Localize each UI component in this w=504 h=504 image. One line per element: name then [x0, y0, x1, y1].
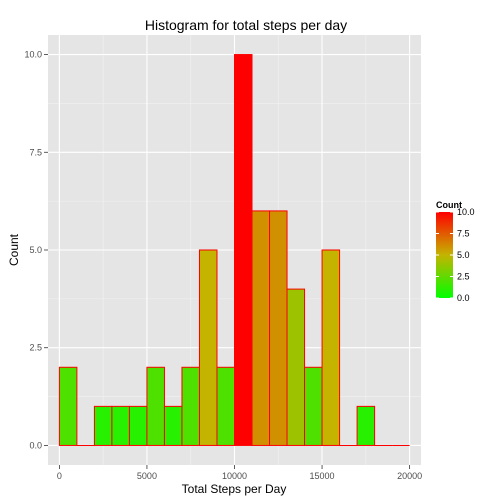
histogram-bar — [181, 366, 200, 446]
legend-colorbar — [436, 212, 453, 298]
x-tick-label: 15000 — [310, 471, 335, 481]
histogram-bar — [128, 405, 148, 446]
legend-label: 2.5 — [457, 272, 470, 282]
x-axis-title: Total Steps per Day — [182, 482, 287, 496]
histogram-bar — [234, 54, 253, 446]
histogram-bar — [146, 366, 165, 446]
x-tick-label: 20000 — [397, 471, 422, 481]
y-tick-label: 7.5 — [29, 147, 42, 157]
x-tick-label: 5000 — [137, 471, 157, 481]
legend-label: 5.0 — [457, 250, 470, 260]
y-tick-label: 5.0 — [29, 245, 42, 255]
y-axis: 0.0 2.5 5.0 7.5 10.0 — [24, 50, 48, 450]
legend-label: 0.0 — [457, 293, 470, 303]
y-tick-label: 0.0 — [29, 440, 42, 450]
y-tick-label: 10.0 — [24, 50, 42, 60]
y-tick-label: 2.5 — [29, 343, 42, 353]
histogram-bar — [251, 210, 271, 446]
histogram-bar — [321, 249, 341, 446]
histogram-bar — [216, 366, 236, 446]
histogram-bar — [93, 405, 113, 446]
histogram-bar — [198, 249, 218, 446]
histogram-bar — [163, 405, 183, 446]
histogram-bar — [356, 405, 376, 446]
x-tick-label: 0 — [57, 471, 62, 481]
legend-label: 7.5 — [457, 229, 470, 239]
legend: Count 0.0 2.5 5.0 7.5 10.0 — [436, 200, 475, 303]
histogram-bar — [269, 210, 288, 446]
x-axis: 0 5000 10000 15000 20000 — [57, 465, 422, 481]
histogram-bar — [286, 288, 306, 446]
histogram-bars — [58, 54, 410, 446]
legend-title: Count — [436, 200, 462, 210]
legend-label: 10.0 — [457, 207, 475, 217]
y-axis-title: Count — [7, 233, 21, 266]
histogram-bar — [58, 366, 78, 446]
chart-title: Histogram for total steps per day — [145, 17, 347, 33]
histogram-bar — [304, 366, 323, 446]
legend-ticks: 0.0 2.5 5.0 7.5 10.0 — [436, 207, 475, 303]
x-tick-label: 10000 — [222, 471, 247, 481]
histogram-bar — [111, 405, 130, 446]
